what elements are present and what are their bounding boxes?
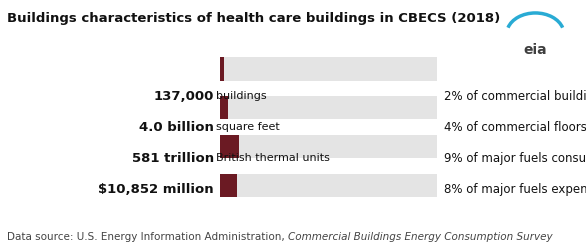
Bar (220, 57, 224, 81)
Text: Commercial Buildings Energy Consumption Survey: Commercial Buildings Energy Consumption … (288, 232, 553, 242)
Text: 9% of major fuels consumption: 9% of major fuels consumption (444, 152, 586, 165)
Bar (220, 135, 239, 158)
Text: 4% of commercial floorspace: 4% of commercial floorspace (444, 121, 586, 134)
Text: 581 trillion: 581 trillion (132, 152, 214, 165)
Bar (220, 57, 437, 81)
Text: 4.0 billion: 4.0 billion (139, 121, 214, 134)
Text: 8% of major fuels expenditures: 8% of major fuels expenditures (444, 183, 586, 196)
Text: buildings: buildings (216, 91, 266, 101)
Bar (220, 174, 237, 197)
Text: Data source: U.S. Energy Information Administration,: Data source: U.S. Energy Information Adm… (7, 232, 288, 242)
Bar (220, 174, 437, 197)
Text: eia: eia (523, 43, 547, 57)
Text: 137,000: 137,000 (154, 90, 214, 103)
Text: $10,852 million: $10,852 million (98, 183, 214, 196)
Bar (220, 96, 437, 120)
Text: square feet: square feet (216, 122, 280, 132)
Text: Buildings characteristics of health care buildings in CBECS (2018): Buildings characteristics of health care… (7, 12, 500, 25)
Bar (220, 135, 437, 158)
Bar (220, 96, 229, 120)
Text: 2% of commercial buildings: 2% of commercial buildings (444, 90, 586, 103)
Text: British thermal units: British thermal units (216, 153, 329, 163)
